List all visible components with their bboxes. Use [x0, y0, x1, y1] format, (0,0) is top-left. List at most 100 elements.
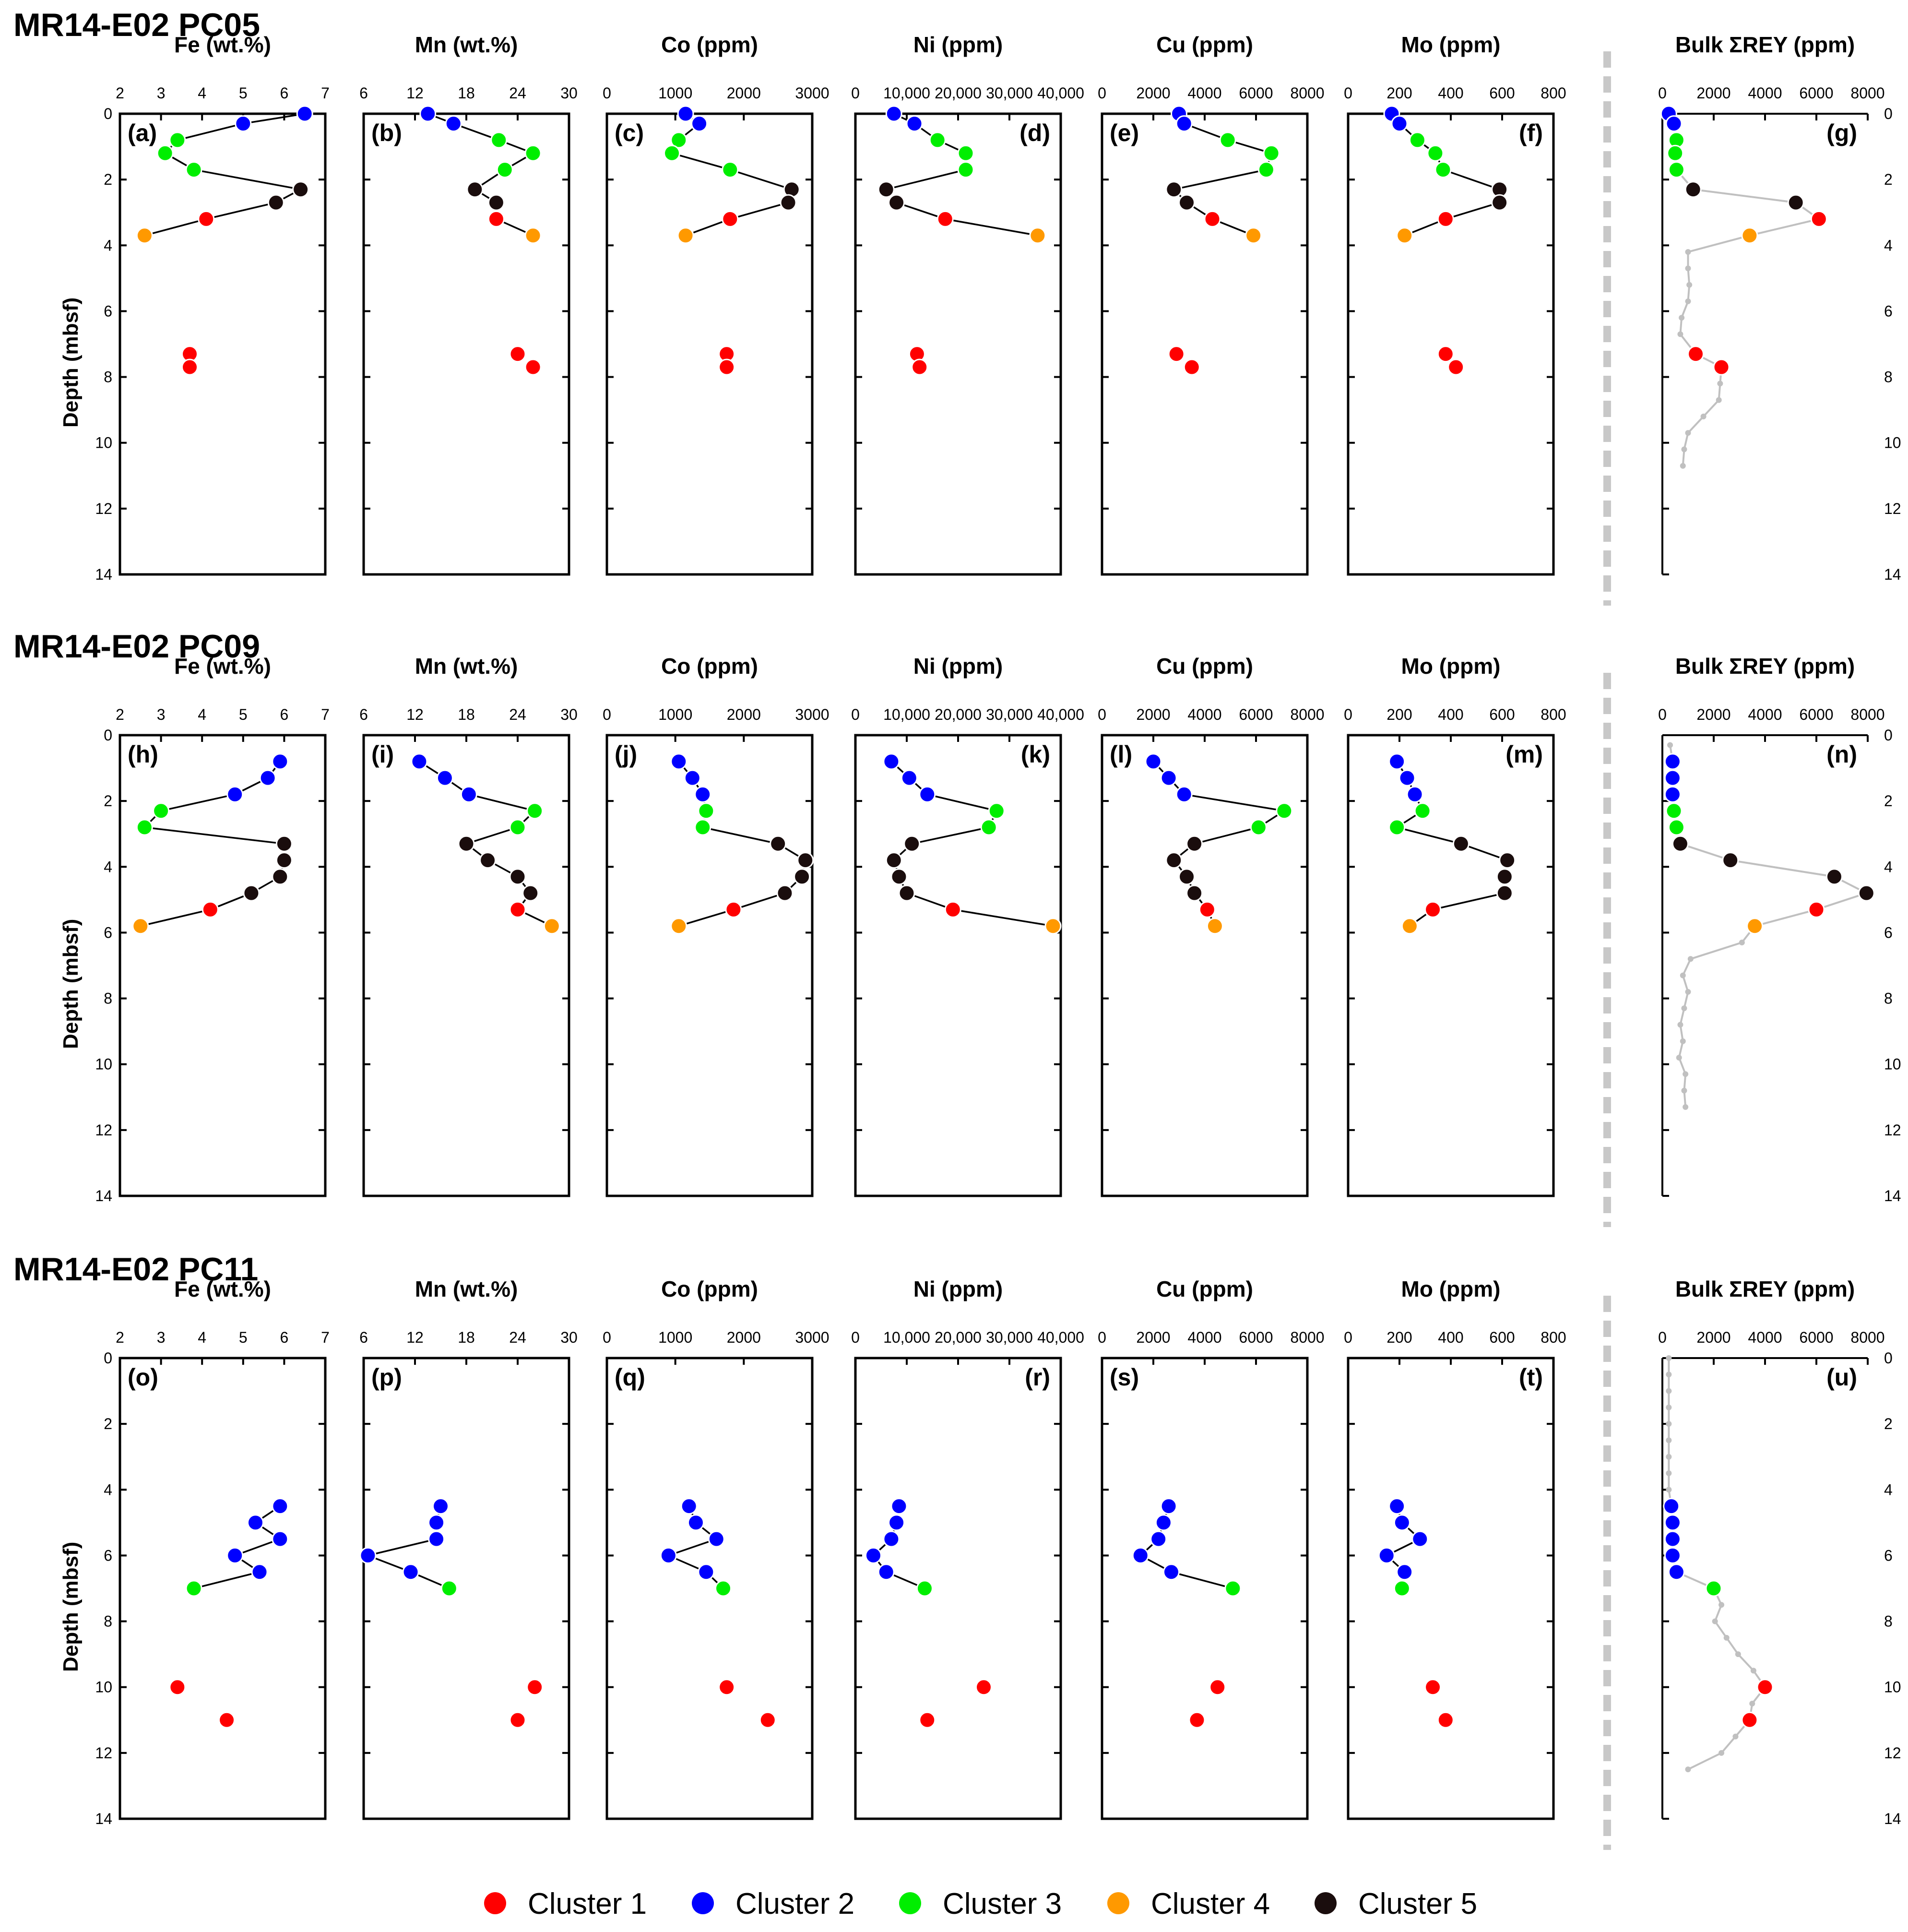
data-point [770, 835, 787, 852]
data-point [490, 131, 508, 149]
data-point [226, 786, 244, 803]
x-tick-label: 1000 [658, 84, 692, 102]
x-tick-label: 0 [1098, 706, 1106, 723]
data-point [1245, 227, 1262, 244]
x-tick-label: 7 [321, 1329, 330, 1346]
bulk-point [1666, 1371, 1672, 1378]
x-tick-label: 4000 [1748, 84, 1782, 102]
data-point [1263, 144, 1280, 162]
x-tick-label: 6000 [1799, 84, 1833, 102]
data-point [1434, 161, 1452, 179]
x-tick-label: 4000 [1187, 1329, 1221, 1346]
bulk-cluster-point [1687, 346, 1705, 363]
y-tick-label: 0 [1884, 727, 1893, 744]
panel-letter: (d) [1019, 119, 1050, 146]
x-tick-label: 2000 [1136, 706, 1170, 723]
data-point [776, 884, 794, 902]
x-tick-label: 8000 [1290, 84, 1324, 102]
legend-marker [692, 1892, 714, 1914]
data-point [1409, 131, 1426, 149]
panel-title: Ni (ppm) [913, 32, 1003, 57]
data-point [243, 884, 260, 902]
x-tick-label: 6 [280, 706, 289, 723]
y-tick-label: 12 [95, 500, 112, 517]
data-point [1250, 819, 1267, 836]
x-tick-label: 2 [116, 84, 124, 102]
data-point [911, 358, 928, 376]
panel-title: Ni (ppm) [913, 1276, 1003, 1301]
data-point [509, 819, 526, 836]
x-tick-label: 0 [1098, 1329, 1106, 1346]
x-tick-label: 7 [321, 84, 330, 102]
x-tick-label: 6 [359, 84, 368, 102]
bulk-cluster-point [1668, 1563, 1685, 1581]
bulk-point [1685, 989, 1691, 995]
data-point [136, 819, 153, 836]
y-tick-label: 4 [104, 1481, 112, 1498]
data-point [226, 1547, 244, 1564]
data-point [1437, 1711, 1454, 1729]
data-point [251, 1563, 268, 1581]
data-point [718, 358, 735, 376]
data-point [877, 1563, 895, 1581]
data-point [185, 1580, 202, 1597]
bulk-cluster-point [1664, 1514, 1681, 1531]
data-point [1178, 868, 1196, 885]
bulk-point [1683, 1104, 1689, 1110]
panel-title: Cu (ppm) [1156, 1276, 1253, 1301]
y-tick-label: 8 [104, 1613, 112, 1630]
core-title: MR14-E02 PC09 [13, 628, 260, 665]
data-point [1398, 769, 1416, 787]
data-point [509, 1711, 526, 1729]
bulk-point [1732, 1733, 1739, 1740]
bulk-point [1686, 282, 1693, 288]
x-tick-label: 8000 [1850, 1329, 1884, 1346]
panel-title: Mo (ppm) [1401, 1276, 1501, 1301]
y-tick-label: 10 [95, 434, 112, 452]
bulk-point [1679, 315, 1685, 321]
data-point [235, 115, 252, 132]
data-point [1452, 835, 1470, 852]
data-point [526, 802, 544, 820]
x-tick-label: 2000 [1696, 1329, 1730, 1346]
data-point [487, 194, 505, 211]
bulk-point [1666, 1404, 1672, 1410]
x-tick-label: 24 [509, 1329, 526, 1346]
bulk-cluster-point [1746, 918, 1764, 935]
data-point [680, 1498, 698, 1515]
data-point [1499, 852, 1516, 869]
panel-title: Mo (ppm) [1401, 654, 1501, 679]
data-point [670, 918, 687, 935]
x-tick-label: 30,000 [986, 84, 1033, 102]
data-point [906, 115, 923, 132]
bulk-point [1666, 1388, 1672, 1394]
data-point [1406, 786, 1423, 803]
x-tick-label: 0 [1344, 706, 1352, 723]
x-tick-label: 8000 [1850, 706, 1884, 723]
x-tick-label: 8000 [1290, 1329, 1324, 1346]
y-tick-label: 0 [104, 727, 112, 744]
y-tick-label: 6 [1884, 1547, 1893, 1564]
x-tick-label: 2000 [1136, 84, 1170, 102]
data-point [272, 753, 289, 770]
data-point [524, 144, 542, 162]
y-tick-label: 6 [104, 302, 112, 320]
y-tick-label: 12 [1884, 500, 1901, 517]
panel-bulk-rey: Bulk ΣREY (ppm)0 2000 4000 6000 800002468101… [1658, 654, 1901, 1205]
panel-letter: (f) [1519, 119, 1543, 146]
y-tick-label: 4 [104, 858, 112, 875]
data-point [1437, 346, 1454, 363]
data-point [1204, 210, 1221, 227]
panel-frame [605, 112, 814, 576]
bulk-point [1666, 1454, 1672, 1460]
data-point [524, 358, 542, 376]
y-tick-label: 6 [104, 1547, 112, 1564]
y-tick-label: 6 [104, 924, 112, 941]
x-tick-label: 12 [406, 706, 424, 723]
panel-frame [119, 734, 327, 1197]
bulk-cluster-point [1664, 1547, 1681, 1564]
x-tick-label: 30 [560, 84, 578, 102]
x-tick-label: 40,000 [1037, 1329, 1084, 1346]
